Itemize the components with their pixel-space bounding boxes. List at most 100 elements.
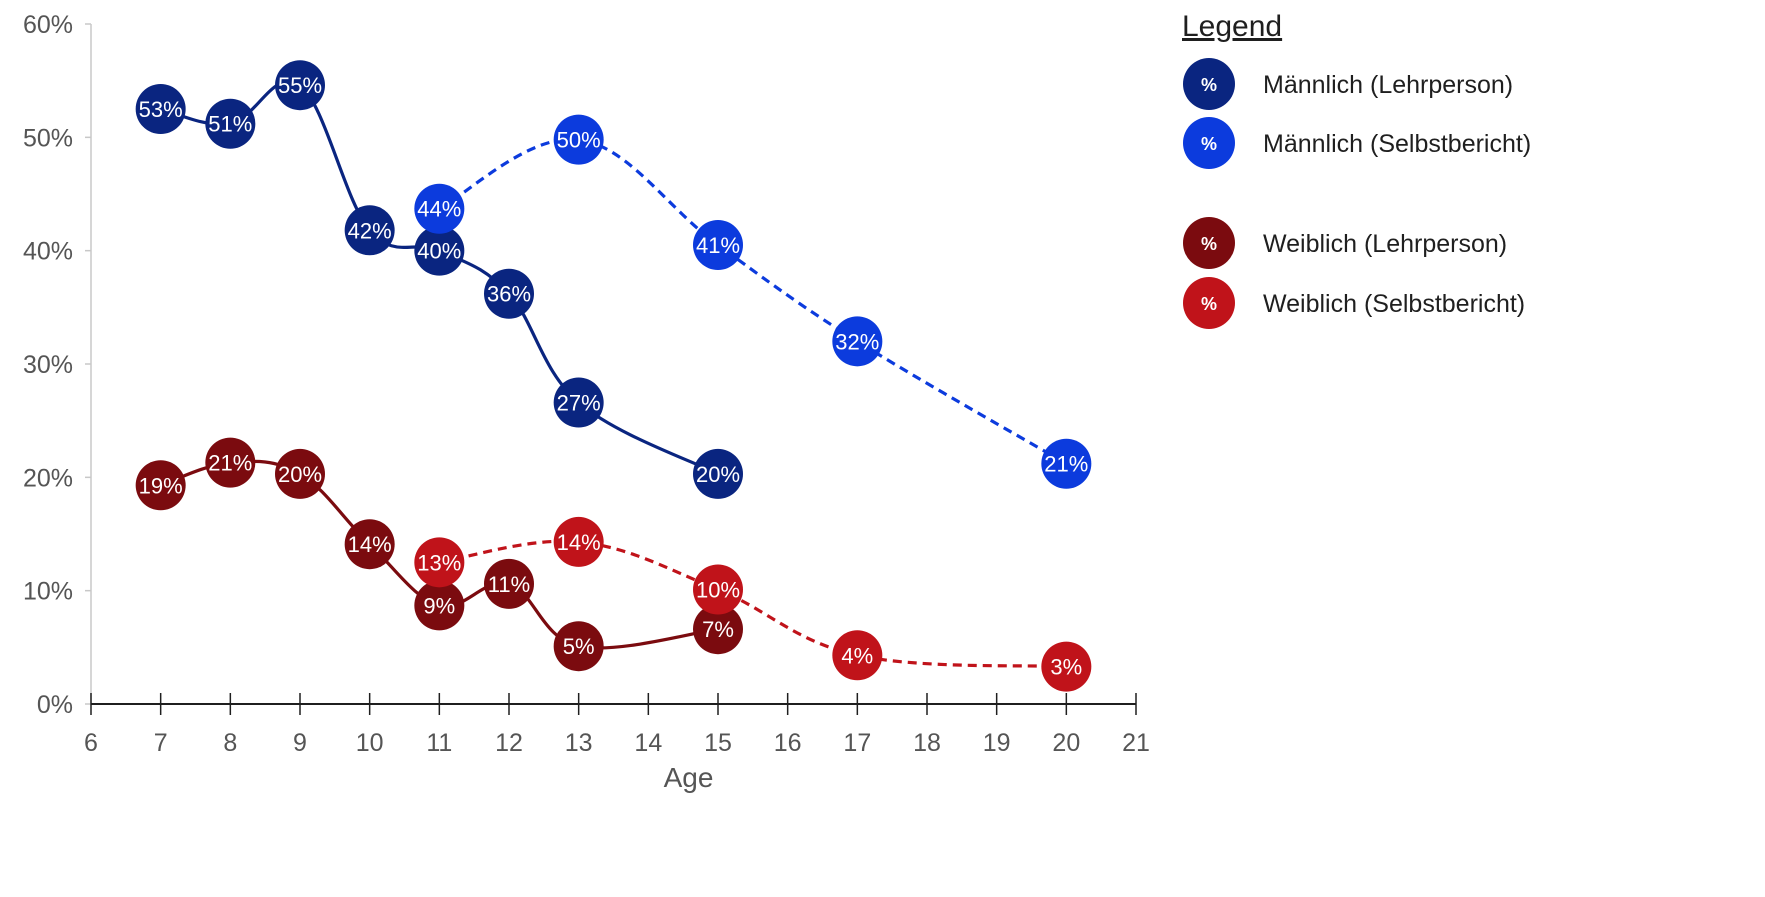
data-point — [135, 84, 186, 134]
data-point — [414, 537, 465, 588]
data-point — [205, 98, 256, 149]
data-label: 44% — [417, 197, 461, 222]
data-point — [135, 460, 186, 511]
data-point — [693, 604, 743, 655]
data-label: 5% — [563, 634, 595, 659]
data-label: 21% — [208, 451, 252, 476]
axes: 0% 10% 20% 30% 40% 50% 60% 6 7 8 9 10 11 12 13 14 15 16 17… — [23, 11, 1150, 793]
y-tick-label: 30% — [23, 351, 73, 379]
data-label: 41% — [696, 233, 740, 258]
data-label: 14% — [348, 532, 392, 557]
data-point — [344, 519, 395, 570]
legend: Legend % Männlich (Lehrperson)% Männlich (… — [1182, 10, 1531, 329]
x-axis-title: Age — [664, 762, 714, 793]
x-tick-label: 18 — [913, 729, 941, 757]
legend-label: Weiblich (Selbstbericht) — [1263, 290, 1525, 318]
x-tick-label: 15 — [704, 729, 732, 757]
legend-label: Männlich (Selbstbericht) — [1263, 130, 1531, 158]
legend-marker-symbol: % — [1201, 134, 1217, 154]
y-tick-label: 20% — [23, 464, 73, 492]
data-label: 42% — [348, 218, 392, 243]
series-lines — [160, 79, 1068, 669]
x-tick-label: 13 — [565, 729, 593, 757]
data-label: 32% — [835, 329, 879, 354]
legend-label: Weiblich (Lehrperson) — [1263, 230, 1507, 258]
x-tick-label: 12 — [495, 729, 523, 757]
data-point — [275, 448, 325, 499]
data-point — [693, 448, 743, 499]
series-line-1 — [438, 137, 1068, 466]
legend-marker — [1183, 217, 1235, 269]
data-point — [1041, 438, 1092, 489]
data-label: 50% — [557, 128, 601, 153]
data-label: 20% — [696, 462, 740, 487]
data-label: 27% — [557, 391, 601, 416]
y-tick-label: 40% — [23, 238, 73, 266]
x-tick-label: 17 — [843, 729, 871, 757]
data-label: 20% — [278, 462, 322, 487]
legend-title: Legend — [1182, 10, 1282, 43]
x-tick-label: 10 — [356, 729, 384, 757]
x-tick-label: 19 — [983, 729, 1011, 757]
data-label: 9% — [423, 593, 455, 618]
data-label: 19% — [139, 473, 183, 498]
legend-marker-symbol: % — [1201, 294, 1217, 314]
y-tick-label: 50% — [23, 124, 73, 152]
data-point — [693, 564, 743, 615]
legend-marker — [1183, 58, 1235, 110]
data-point — [275, 60, 325, 111]
legend-label: Männlich (Lehrperson) — [1263, 71, 1513, 99]
legend-item: % Weiblich (Lehrperson) — [1183, 217, 1507, 269]
data-label: 4% — [841, 643, 873, 668]
series-points-0: 53% 51% 55% 42% 40% 36% 27% 20% — [135, 60, 743, 499]
data-point — [344, 205, 395, 256]
x-tick-label: 9 — [293, 729, 307, 757]
data-point — [832, 316, 883, 367]
data-point — [553, 516, 604, 567]
data-point — [414, 225, 465, 276]
data-point — [553, 114, 604, 165]
x-tick-label: 20 — [1052, 729, 1080, 757]
data-label: 40% — [417, 239, 461, 264]
data-label: 13% — [417, 550, 461, 575]
data-point — [414, 183, 465, 234]
data-label: 7% — [702, 617, 734, 642]
data-label: 10% — [696, 578, 740, 603]
data-label: 11% — [488, 572, 530, 597]
data-point — [484, 268, 534, 319]
series-line-3 — [439, 539, 1067, 669]
x-tick-label: 6 — [84, 729, 98, 757]
x-tick-label: 11 — [426, 729, 452, 757]
legend-item: % Männlich (Lehrperson) — [1183, 58, 1513, 110]
legend-marker-symbol: % — [1201, 234, 1217, 254]
data-point — [205, 437, 256, 488]
x-tick-label: 16 — [774, 729, 802, 757]
data-label: 36% — [487, 282, 531, 307]
series-points-2: 19% 21% 20% 14% 9% 11% 5% 7% — [135, 437, 743, 672]
data-point — [414, 580, 465, 631]
data-label: 55% — [278, 73, 322, 98]
y-tick-label: 10% — [23, 578, 73, 606]
series-points-3: 13% 14% 10% 4% 3% — [414, 516, 1092, 692]
y-tick-label: 0% — [37, 691, 73, 719]
x-tick-label: 7 — [154, 729, 168, 757]
legend-item: % Männlich (Selbstbericht) — [1183, 117, 1531, 169]
legend-marker — [1183, 117, 1235, 169]
data-label: 53% — [139, 97, 183, 122]
x-tick-label: 14 — [634, 729, 662, 757]
data-point — [553, 621, 604, 672]
data-point — [832, 630, 883, 681]
legend-item: % Weiblich (Selbstbericht) — [1183, 277, 1525, 329]
legend-marker-symbol: % — [1201, 75, 1217, 95]
data-point — [693, 220, 743, 270]
data-point — [1041, 641, 1092, 692]
data-label: 51% — [208, 112, 252, 137]
data-label: 21% — [1044, 452, 1088, 477]
y-tick-label: 60% — [23, 11, 73, 39]
data-label: 3% — [1050, 655, 1082, 680]
data-point — [553, 377, 604, 428]
x-tick-label: 8 — [223, 729, 237, 757]
legend-marker — [1183, 277, 1235, 329]
